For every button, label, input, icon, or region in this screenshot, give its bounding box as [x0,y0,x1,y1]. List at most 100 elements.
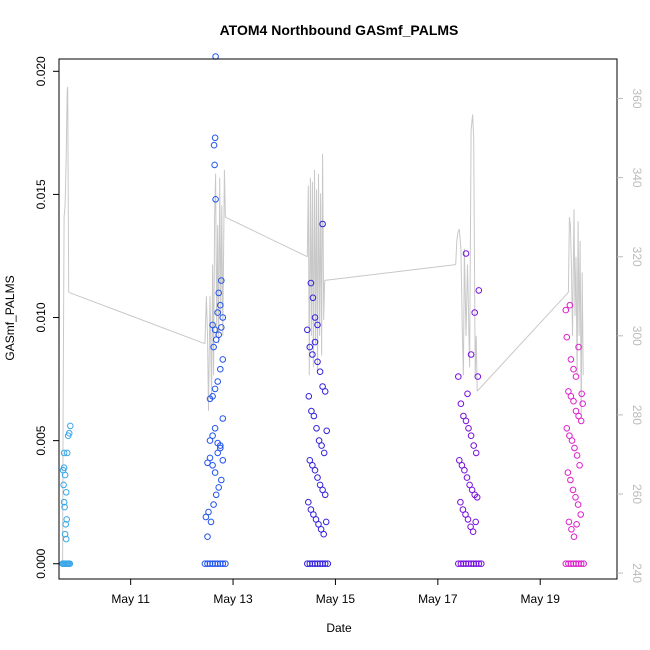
altitude-line-segment-2 [204,169,226,411]
flight-3-point-20 [313,425,320,432]
flight-4-point-25 [473,494,481,501]
flight-5-point-13 [572,373,580,380]
flight-3-point-14 [316,368,324,376]
y-tick-label: 0.000 [34,548,48,578]
flight-2-point-16 [202,513,210,521]
flight-5-point-2 [567,560,575,568]
flight-2-point-10 [206,454,214,462]
flight-4-point-16 [470,442,478,449]
flight-2-point-25 [209,432,216,440]
flight-4-point-27 [459,506,467,513]
flight-5-point-1 [565,560,572,568]
flight-5-point-29 [569,486,577,494]
flight-3-point-24 [323,427,331,435]
flight-2-point-33 [214,378,221,385]
flight-5-point-11 [567,356,575,363]
flight-3-point-34 [310,511,317,518]
flight-4-point-0 [455,560,462,568]
flight-2-point-22 [218,476,225,484]
flight-5-point-9 [562,306,570,314]
y-tick-label: 0.005 [34,425,48,455]
flight-2-point-45 [215,289,222,297]
flight-5-point-26 [576,462,583,469]
y-tick-label: 0.010 [34,302,48,332]
x-tick-label: May 15 [316,592,356,606]
flight-2-point-35 [219,356,227,363]
flight-3-point-38 [320,530,328,538]
flight-3-point-31 [321,491,329,499]
flight-3-point-44 [319,220,326,228]
flight-2-point-17 [205,508,212,516]
flight-5-point-33 [565,518,573,526]
y2-tick-label: 320 [630,247,644,267]
flight-5-point-38 [579,400,587,408]
flight-2-point-14 [217,444,224,452]
flight-2-point-51 [212,53,219,60]
flight-5-point-3 [570,560,577,568]
flight-2-point-31 [209,393,216,400]
flight-4-point-26 [457,498,464,506]
flight-2-point-28 [217,442,224,449]
altitude-line-segment-7 [476,291,569,392]
flight-4-point-3 [462,560,470,568]
flight-5-point-36 [573,521,580,528]
plot-frame [58,58,618,580]
flight-3-point-7 [321,560,329,568]
flight-2-point-20 [212,491,220,499]
flight-5-point-16 [567,393,575,400]
flight-2-point-46 [218,277,225,284]
flight-2-point-24 [206,437,214,444]
altitude-line-segment-0 [62,86,70,566]
flight-3-point-36 [315,521,322,528]
flight-4-point-31 [469,528,477,536]
flight-2-point-50 [211,134,219,142]
flight-2-point-12 [211,469,219,476]
y2-tick-label: 360 [630,88,644,108]
flight-5-point-31 [574,501,582,508]
flight-2-point-29 [219,415,227,422]
y-axis-label: GASmf_PALMS [3,275,17,360]
flight-5-point-6 [577,560,585,568]
flight-2-point-21 [215,484,222,491]
flight-2-point-6 [217,560,224,568]
flight-1-point-12 [60,498,68,506]
axes-group: May 11 May 13 May 15 May 17 May 19 0.000 0.005… [34,56,644,606]
flight-4-point-20 [461,466,468,474]
flight-3-point-21 [315,437,323,444]
flight-4-point-13 [462,417,470,425]
flight-2-point-34 [217,365,224,373]
flight-4-point-37 [462,250,470,257]
flight-5-point-37 [578,390,586,398]
flight-5-point-25 [573,452,581,459]
y2-tick-label: 300 [630,326,644,346]
altitude-line-group [62,86,584,566]
altitude-line-segment-1 [68,291,206,345]
flight-2-point-13 [214,449,221,457]
flight-4-point-1 [457,560,465,568]
x-tick-label: May 13 [213,592,253,606]
flight-5-point-21 [563,425,571,432]
flight-4-point-2 [460,560,467,568]
flight-1-point-14 [61,503,68,511]
flight-3-point-0 [304,560,311,568]
flight-4-point-35 [471,309,479,316]
flight-3-point-5 [316,560,324,568]
flight-4-point-11 [457,400,465,408]
flight-2-point-15 [219,457,227,464]
altitude-line-segment-5 [324,264,456,281]
flight-3-point-25 [306,457,314,464]
flight-4-point-12 [460,412,467,420]
flight-2-point-3 [209,560,216,568]
flight-5-point-24 [571,444,578,452]
flight-5-point-32 [577,511,585,518]
flight-4-point-7 [472,560,480,568]
flight-1-point-20 [63,449,71,457]
flight-3-point-10 [306,343,314,351]
altitude-line-segment-8 [567,209,584,415]
flight-2-point-11 [209,462,216,469]
flight-2-point-23 [204,533,211,541]
flight-5-point-18 [572,407,580,415]
y-tick-label: 0.020 [34,56,48,86]
flight-5-point-19 [575,412,582,420]
